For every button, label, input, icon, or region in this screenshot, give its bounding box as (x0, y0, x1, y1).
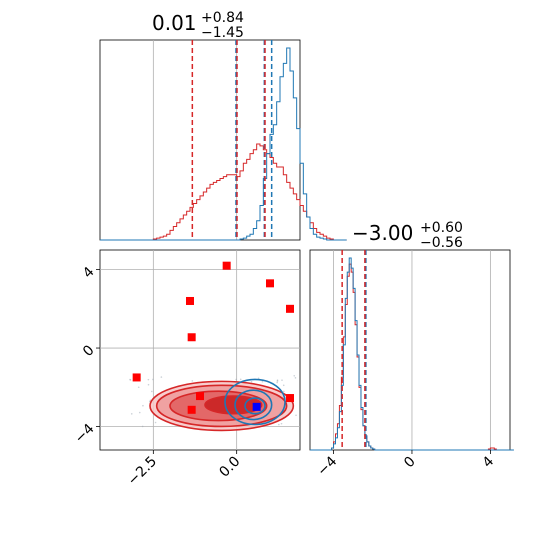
red-square-marker (132, 373, 141, 382)
sample-dot (150, 390, 153, 393)
red-square-marker (187, 333, 196, 342)
red-square-marker (186, 296, 194, 305)
p1-title-upper: +0.84 (201, 10, 244, 26)
p1-title-value: 0.01 (152, 11, 197, 35)
blue-density-contour (244, 397, 266, 415)
sample-dot (129, 379, 132, 381)
p1-histogram-frame (99, 39, 301, 241)
sample-dot (293, 374, 296, 377)
sample-dot (295, 414, 297, 417)
p2-blue-histogram (310, 257, 514, 451)
p2-histogram-frame (309, 249, 511, 451)
blue-square-marker (252, 402, 261, 411)
p1-blue-histogram (100, 47, 347, 241)
sample-dot (142, 404, 144, 407)
sample-dot (261, 380, 264, 383)
sample-dot (280, 422, 283, 425)
red-square-marker (286, 394, 294, 403)
sample-dot (235, 378, 237, 381)
p1-histogram-panel (99, 39, 347, 241)
blue-density-contour (224, 378, 286, 426)
sample-dot (154, 421, 157, 424)
sample-dot (147, 378, 150, 381)
sample-dot (147, 383, 150, 386)
sample-dot (257, 377, 260, 380)
p2-title-lower: −0.56 (420, 235, 463, 251)
sample-dot (282, 384, 285, 387)
sample-dot (137, 386, 140, 389)
sample-dot (141, 425, 144, 428)
p1-title-lower: −1.45 (201, 25, 244, 41)
sample-dot (276, 379, 279, 381)
red-square-marker (196, 392, 204, 401)
sample-dot (191, 380, 194, 382)
sample-dot (281, 379, 283, 381)
sample-dot (239, 378, 242, 381)
sample-dot (278, 423, 280, 426)
sample-dot (138, 411, 141, 414)
p2-title-value: −3.00 (352, 221, 413, 245)
red-square-marker (266, 279, 274, 288)
sample-dot (160, 376, 163, 378)
sample-dot (276, 381, 278, 384)
sample-dot (152, 378, 154, 381)
sample-dot (130, 413, 133, 415)
blue-density-contour (234, 389, 273, 421)
p2-histogram-panel: −4 0 4 (309, 249, 514, 479)
sample-dot (250, 380, 253, 383)
red-square-marker (187, 405, 196, 414)
scatter-plot-area (100, 250, 300, 450)
p2-title-upper: +0.60 (420, 220, 463, 236)
sample-dot (294, 377, 297, 379)
red-square-marker (222, 261, 231, 270)
sample-dot (283, 390, 285, 393)
red-square-marker (286, 304, 294, 313)
